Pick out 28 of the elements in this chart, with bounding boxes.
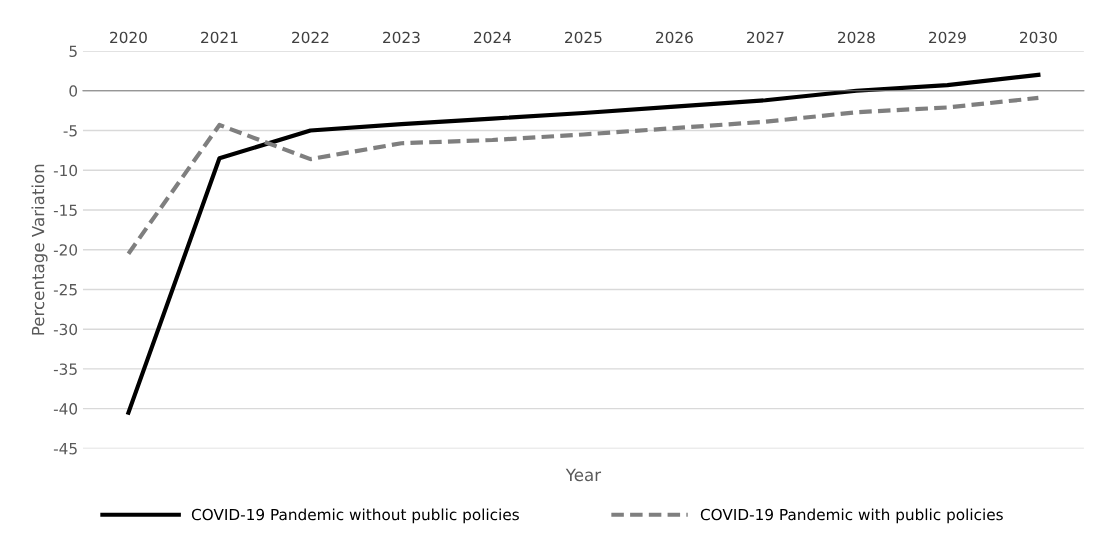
x-tick-label: 2020 (110, 31, 147, 44)
y-tick-label: -35 (53, 363, 77, 375)
x-tick-label: 2025 (565, 31, 602, 44)
x-tick-label: 2021 (201, 31, 238, 44)
y-tick-label: -40 (53, 403, 78, 415)
x-tick-label: 2028 (838, 31, 875, 44)
x-axis-title: Year (565, 468, 602, 482)
line-series (126, 72, 1041, 415)
y-tick-label: 0 (69, 85, 78, 97)
y-axis-title: Percentage Variation (31, 164, 48, 335)
x-tick-label: 2030 (1020, 31, 1057, 44)
x-tick-label: 2023 (383, 31, 420, 44)
y-tick-label: -10 (53, 164, 78, 177)
x-tick-label: 2027 (747, 31, 784, 44)
x-tick-label: 2029 (929, 31, 966, 44)
y-tick-label: -30 (53, 323, 78, 336)
x-tick-label: 2024 (474, 31, 511, 44)
y-tick-label: -45 (53, 443, 77, 455)
x-tick-label: 2026 (656, 31, 693, 44)
legend-label: COVID-19 Pandemic with public policies (700, 508, 1003, 524)
y-tick-label: -20 (53, 244, 78, 256)
y-tick-label: 5 (69, 45, 77, 58)
y-tick-label: -25 (53, 283, 77, 296)
line-series (126, 95, 1041, 256)
legend-label: COVID-19 Pandemic without public policies (191, 508, 519, 524)
y-tick-label: -15 (53, 204, 77, 216)
x-tick-label: 2022 (292, 31, 329, 44)
y-tick-label: -5 (63, 125, 77, 137)
